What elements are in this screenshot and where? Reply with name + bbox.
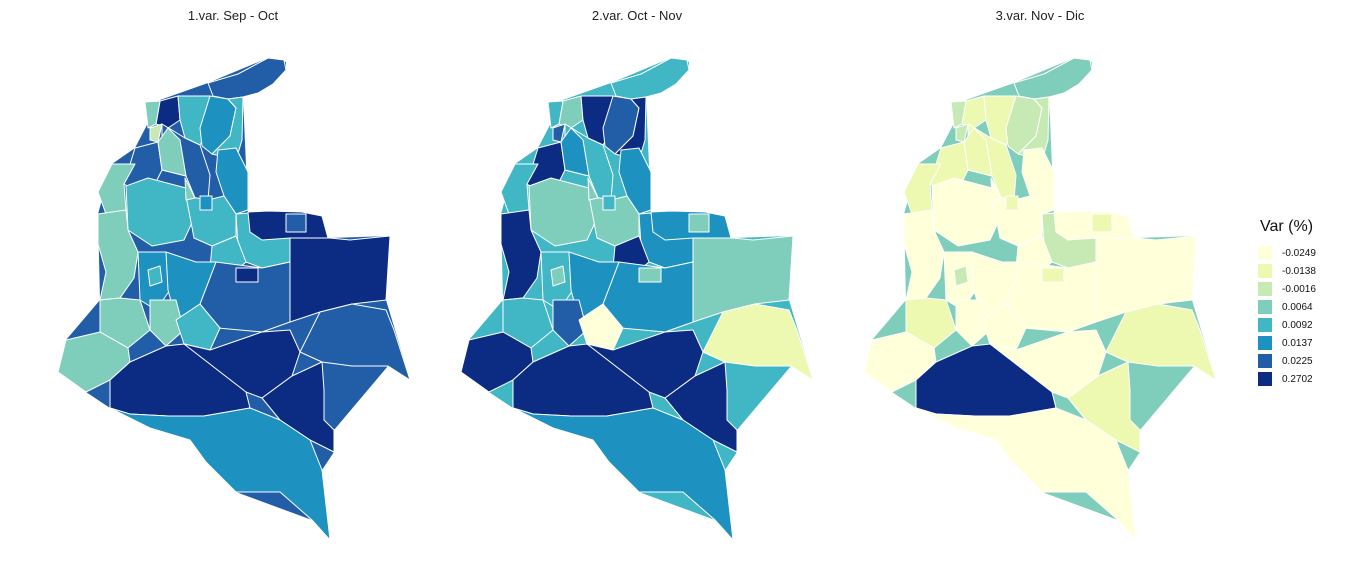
map-region	[602, 195, 616, 211]
legend-swatch	[1258, 318, 1272, 332]
map-region	[1105, 303, 1217, 381]
map-region	[109, 407, 331, 541]
map-region	[950, 100, 967, 129]
map-region	[184, 177, 196, 201]
map-region	[1041, 267, 1065, 283]
map-region	[144, 100, 161, 129]
map-region	[500, 209, 542, 301]
legend-label: -0.0138	[1282, 265, 1316, 277]
legend-item: 0.2702	[1258, 370, 1316, 388]
legend-swatch	[1258, 300, 1272, 314]
map-region	[199, 195, 213, 211]
map-region	[638, 267, 662, 283]
legend-item: 0.0064	[1258, 298, 1316, 316]
map-region	[702, 303, 814, 381]
panel-title-2: 2.var. Oct - Nov	[591, 8, 683, 23]
map-region	[955, 299, 991, 347]
panel-title-3: 3.var. Nov - Dic	[995, 8, 1085, 23]
map-region	[512, 407, 734, 541]
legend-swatch	[1258, 336, 1272, 350]
map-region	[618, 147, 652, 215]
map-region	[550, 265, 566, 287]
map-region	[547, 100, 564, 129]
map-panel-2	[460, 57, 814, 541]
legend-label: 0.0225	[1282, 355, 1313, 367]
legend-title: Var (%)	[1260, 218, 1314, 235]
map-region	[235, 267, 259, 283]
panel-title-1: 1.var. Sep - Oct	[187, 8, 279, 23]
legend-swatch	[1258, 282, 1272, 296]
map-panel-1	[57, 57, 411, 541]
legend-item: -0.0016	[1258, 280, 1316, 298]
map-region	[963, 127, 993, 177]
map-region	[552, 123, 566, 143]
map-region	[981, 303, 1027, 351]
map-region	[552, 299, 588, 347]
legend-label: -0.0249	[1282, 247, 1316, 259]
map-region	[560, 127, 590, 177]
legend: Var (%) -0.0249 -0.0138 -0.0016 0.0064 0.009…	[1258, 218, 1316, 388]
map-region	[157, 127, 187, 177]
map-region	[285, 213, 307, 233]
map-region	[578, 303, 624, 351]
map-region	[903, 209, 945, 301]
map-region	[1091, 213, 1113, 233]
map-region	[587, 177, 599, 201]
legend-item: 0.0092	[1258, 316, 1316, 334]
map-region	[147, 265, 163, 287]
legend-item: 0.0225	[1258, 352, 1316, 370]
legend-item: -0.0249	[1258, 244, 1316, 262]
legend-label: 0.0064	[1282, 301, 1313, 313]
map-region	[97, 209, 139, 301]
map-region	[289, 235, 391, 323]
map-panel-3	[863, 57, 1217, 541]
map-region	[990, 177, 1002, 201]
map-region	[1021, 147, 1055, 215]
legend-label: 0.0092	[1282, 319, 1313, 331]
legend-label: 0.0137	[1282, 337, 1313, 349]
legend-label: 0.2702	[1282, 373, 1313, 385]
legend-item: -0.0138	[1258, 262, 1316, 280]
map-region	[528, 177, 600, 247]
map-region	[688, 213, 710, 233]
map-region	[1005, 195, 1019, 211]
legend-item: 0.0137	[1258, 334, 1316, 352]
map-region	[692, 235, 794, 323]
legend-swatch	[1258, 264, 1272, 278]
map-region	[125, 177, 197, 247]
map-region	[1095, 235, 1197, 323]
map-region	[299, 303, 411, 381]
map-region	[215, 147, 249, 215]
map-region	[953, 265, 969, 287]
legend-swatch	[1258, 246, 1272, 260]
map-region	[149, 299, 185, 347]
map-region	[955, 123, 969, 143]
map-region	[175, 303, 221, 351]
map-region	[149, 123, 163, 143]
map-region	[915, 407, 1137, 541]
legend-swatch	[1258, 354, 1272, 368]
map-region	[931, 177, 1003, 247]
legend-swatch	[1258, 372, 1272, 386]
legend-label: -0.0016	[1282, 283, 1316, 295]
